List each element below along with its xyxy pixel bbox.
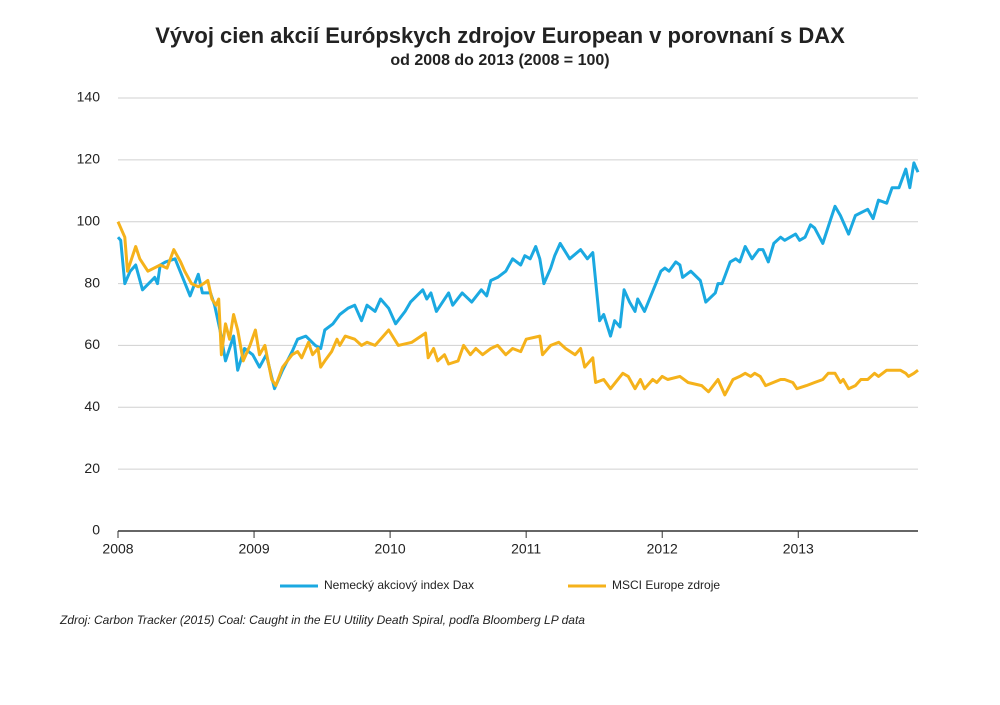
x-tick-label: 2013 <box>783 541 814 557</box>
y-tick-label: 140 <box>77 89 101 105</box>
y-tick-label: 100 <box>77 212 101 228</box>
y-tick-label: 60 <box>84 336 100 352</box>
x-tick-label: 2011 <box>511 541 541 557</box>
series-line <box>116 221 919 397</box>
y-tick-label: 20 <box>84 460 100 476</box>
y-tick-label: 120 <box>77 151 101 167</box>
x-tick-label: 2009 <box>238 541 269 557</box>
legend-label: MSCI Europe zdroje <box>612 578 720 592</box>
chart-subtitle: od 2008 do 2013 (2008 = 100) <box>390 52 609 69</box>
series-line <box>116 161 920 391</box>
y-tick-label: 0 <box>92 522 100 538</box>
legend-label: Nemecký akciový index Dax <box>324 578 474 592</box>
x-tick-label: 2010 <box>375 541 406 557</box>
y-tick-label: 40 <box>84 398 100 414</box>
chart-title: Vývoj cien akcií Európskych zdrojov Euro… <box>155 23 845 48</box>
y-tick-label: 80 <box>84 274 100 290</box>
x-tick-label: 2008 <box>102 541 133 557</box>
source-note: Zdroj: Carbon Tracker (2015) Coal: Caugh… <box>59 613 585 627</box>
x-tick-label: 2012 <box>647 541 678 557</box>
